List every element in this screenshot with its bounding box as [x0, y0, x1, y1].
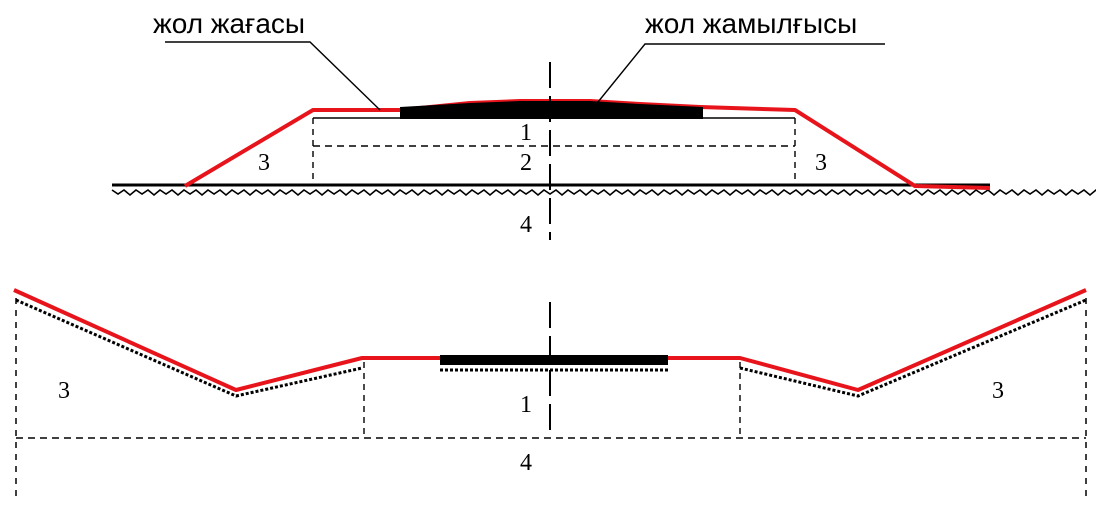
embankment-zone-3-left: 3: [258, 150, 270, 176]
cutting-ground-texture-right: [739, 298, 1087, 398]
embankment-pavement: [400, 101, 703, 119]
cutting-pavement: [440, 355, 668, 365]
embankment-ground-texture: [111, 189, 1096, 197]
pavement-label: жол жамылғысы: [645, 8, 857, 39]
embankment-zone-2: 2: [520, 150, 532, 176]
cutting-zone-4: 4: [520, 450, 532, 476]
cutting-section: 1 3 3 4: [13, 288, 1087, 500]
embankment-zone-4: 4: [520, 212, 532, 238]
pavement-leader-line: [597, 43, 885, 103]
cutting-zone-3-left: 3: [58, 378, 70, 404]
embankment-section: жол жағасы жол жамылғысы 1 2 3 3 4: [111, 8, 1096, 240]
cutting-zone-1: 1: [520, 392, 532, 418]
cutting-zone-3-right: 3: [992, 378, 1004, 404]
cutting-ground-texture-left: [15, 298, 363, 398]
shoulder-leader-line: [165, 41, 381, 111]
embankment-zone-3-right: 3: [815, 150, 827, 176]
shoulder-label: жол жағасы: [153, 8, 305, 39]
embankment-zone-1: 1: [520, 120, 532, 146]
